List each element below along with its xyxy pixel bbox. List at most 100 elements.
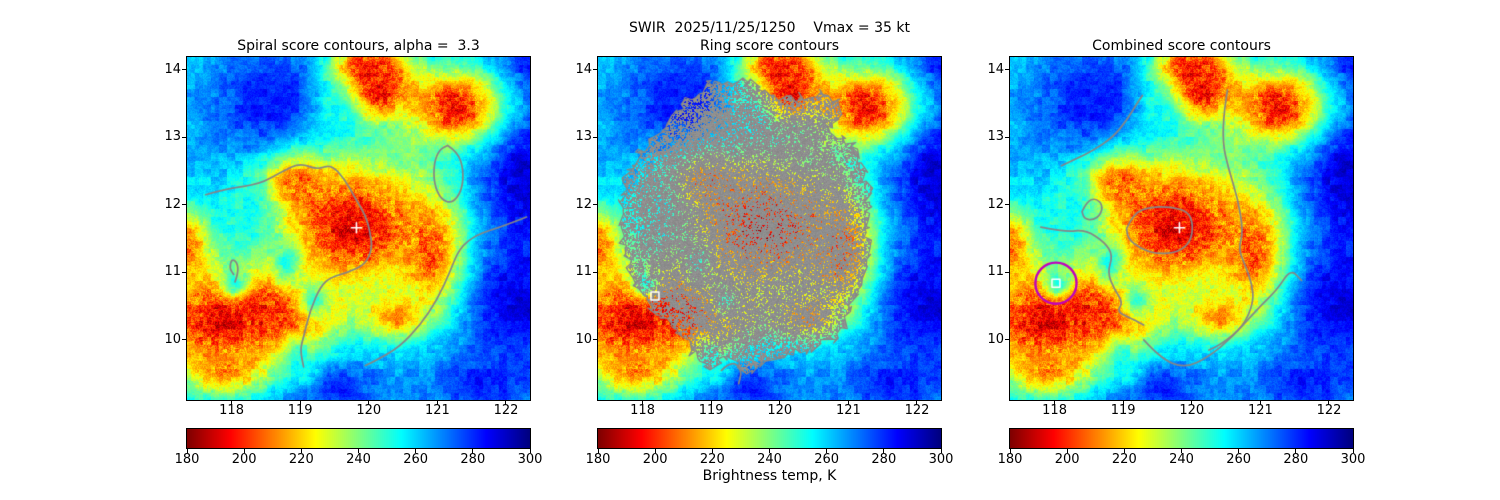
y-tick-label: 11 bbox=[987, 264, 1004, 280]
colorbar-tick-label: 180 bbox=[997, 452, 1023, 467]
x-tick-mark bbox=[779, 401, 781, 405]
map-spiral-score bbox=[186, 56, 531, 401]
x-tick-label: 119 bbox=[698, 403, 724, 418]
colorbar-tick-label: 300 bbox=[928, 452, 954, 467]
y-tick-label: 10 bbox=[987, 331, 1004, 347]
y-tick-label: 12 bbox=[164, 196, 181, 212]
colorbar-tick-label: 220 bbox=[288, 452, 314, 467]
x-tick-label: 120 bbox=[767, 403, 793, 418]
x-tick-mark bbox=[847, 401, 849, 405]
colorbar-tick-mark bbox=[1009, 449, 1011, 453]
y-tick-mark bbox=[182, 204, 186, 206]
colorbar-tick-label: 280 bbox=[460, 452, 486, 467]
x-tick-label: 122 bbox=[1316, 403, 1342, 418]
y-tick-label: 12 bbox=[987, 196, 1004, 212]
colorbar-tick-mark bbox=[1123, 449, 1125, 453]
colorbar-tick-label: 180 bbox=[174, 452, 200, 467]
colorbar-tick-label: 220 bbox=[699, 452, 725, 467]
colorbar-tick-label: 240 bbox=[1169, 452, 1194, 467]
y-tick-mark bbox=[593, 339, 597, 341]
y-tick-mark bbox=[1005, 204, 1009, 206]
x-tick-label: 118 bbox=[219, 403, 244, 418]
colorbar-tick-mark bbox=[186, 449, 188, 453]
y-tick-mark bbox=[182, 339, 186, 341]
x-tick-label: 120 bbox=[356, 403, 382, 418]
y-tick-mark bbox=[182, 271, 186, 273]
y-tick-mark bbox=[182, 69, 186, 71]
panel-title-spiral: Spiral score contours, alpha = 3.3 bbox=[237, 38, 480, 54]
colorbar-tick-label: 180 bbox=[585, 452, 611, 467]
x-tick-mark bbox=[299, 401, 301, 405]
figure-suptitle: SWIR 2025/11/25/1250 Vmax = 35 kt bbox=[629, 20, 910, 36]
map-combined-score bbox=[1009, 56, 1354, 401]
y-tick-label: 11 bbox=[575, 264, 592, 280]
colorbar-tick-mark bbox=[243, 449, 245, 453]
y-tick-mark bbox=[593, 204, 597, 206]
y-tick-label: 13 bbox=[987, 129, 1004, 145]
y-tick-label: 11 bbox=[164, 264, 181, 280]
colorbar-tick-label: 280 bbox=[1283, 452, 1309, 467]
y-tick-label: 13 bbox=[164, 129, 181, 145]
y-tick-mark bbox=[1005, 136, 1009, 138]
y-tick-label: 14 bbox=[987, 61, 1004, 77]
x-tick-mark bbox=[436, 401, 438, 405]
y-tick-mark bbox=[1005, 339, 1009, 341]
y-tick-mark bbox=[1005, 271, 1009, 273]
colorbar-tick-label: 260 bbox=[1226, 452, 1252, 467]
y-tick-label: 10 bbox=[575, 331, 592, 347]
x-tick-label: 122 bbox=[904, 403, 930, 418]
colorbar-tick-label: 280 bbox=[871, 452, 897, 467]
y-tick-mark bbox=[593, 69, 597, 71]
y-tick-label: 10 bbox=[164, 331, 181, 347]
colorbar-tick-mark bbox=[300, 449, 302, 453]
x-tick-mark bbox=[710, 401, 712, 405]
x-tick-mark bbox=[1191, 401, 1193, 405]
x-tick-label: 121 bbox=[1247, 403, 1273, 418]
x-tick-label: 121 bbox=[835, 403, 861, 418]
colorbar-tick-mark bbox=[1066, 449, 1068, 453]
colorbar-tick-label: 300 bbox=[517, 452, 543, 467]
colorbar-tick-label: 260 bbox=[814, 452, 840, 467]
colorbar-tick-mark bbox=[597, 449, 599, 453]
colorbar-ring bbox=[597, 428, 942, 449]
colorbar-tick-label: 200 bbox=[1054, 452, 1080, 467]
x-tick-mark bbox=[1122, 401, 1124, 405]
map-ring-score bbox=[597, 56, 942, 401]
colorbar-tick-mark bbox=[415, 449, 417, 453]
colorbar-tick-mark bbox=[940, 449, 942, 453]
colorbar-tick-mark bbox=[472, 449, 474, 453]
panel-title-combined: Combined score contours bbox=[1092, 38, 1271, 54]
x-tick-label: 118 bbox=[1042, 403, 1067, 418]
colorbar-tick-mark bbox=[711, 449, 713, 453]
panel-title-ring: Ring score contours bbox=[699, 38, 839, 54]
x-tick-mark bbox=[231, 401, 233, 405]
colorbar-tick-mark bbox=[1238, 449, 1240, 453]
colorbar-tick-label: 220 bbox=[1111, 452, 1137, 467]
colorbar-tick-mark bbox=[883, 449, 885, 453]
y-tick-label: 14 bbox=[575, 61, 592, 77]
colorbar-tick-mark bbox=[358, 449, 359, 453]
x-tick-label: 120 bbox=[1179, 403, 1205, 418]
colorbar-tick-label: 200 bbox=[642, 452, 668, 467]
colorbar-tick-label: 240 bbox=[757, 452, 782, 467]
y-tick-label: 13 bbox=[575, 129, 592, 145]
colorbar-tick-label: 260 bbox=[403, 452, 429, 467]
y-tick-mark bbox=[593, 271, 597, 273]
colorbar-tick-mark bbox=[529, 449, 531, 453]
colorbar-combined bbox=[1009, 428, 1354, 449]
x-tick-label: 119 bbox=[287, 403, 313, 418]
y-tick-mark bbox=[1005, 69, 1009, 71]
y-tick-mark bbox=[182, 136, 186, 138]
colorbar-spiral bbox=[186, 428, 531, 449]
colorbar-tick-label: 240 bbox=[346, 452, 371, 467]
colorbar-tick-mark bbox=[654, 449, 656, 453]
x-tick-label: 121 bbox=[424, 403, 450, 418]
x-tick-label: 118 bbox=[630, 403, 655, 418]
x-tick-mark bbox=[505, 401, 507, 405]
colorbar-tick-mark bbox=[1352, 449, 1354, 453]
colorbar-tick-mark bbox=[1295, 449, 1297, 453]
colorbar-tick-label: 300 bbox=[1340, 452, 1366, 467]
colorbar-tick-mark bbox=[826, 449, 828, 453]
x-tick-mark bbox=[368, 401, 370, 405]
